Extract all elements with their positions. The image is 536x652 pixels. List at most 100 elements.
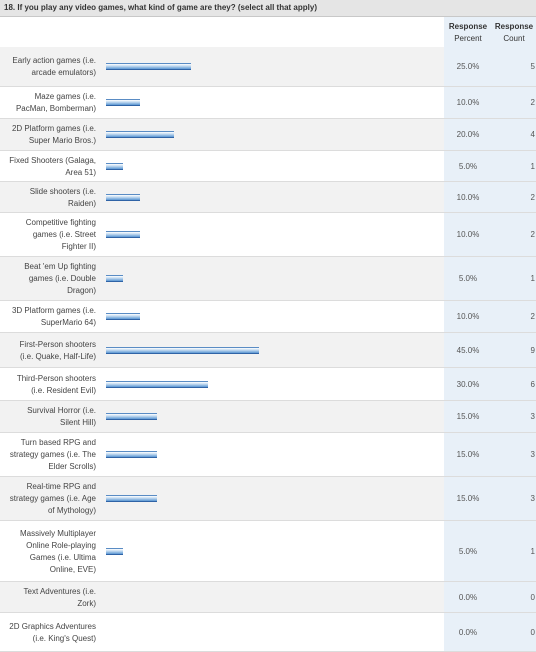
percent-value: 15.0% bbox=[456, 494, 480, 503]
percent-value: 30.0% bbox=[456, 380, 480, 389]
category-label: 2D Graphics Adventures (i.e. King's Quest… bbox=[4, 621, 96, 645]
percent-cell: 30.0% bbox=[444, 368, 492, 401]
count-value: 2 bbox=[530, 98, 535, 107]
count-value: 3 bbox=[530, 412, 535, 421]
row-divider bbox=[0, 367, 536, 368]
count-cell: 1 bbox=[492, 151, 536, 182]
count-cell: 2 bbox=[492, 301, 536, 333]
count-value: 1 bbox=[530, 162, 535, 171]
category-label-line: (i.e. Quake, Half-Life) bbox=[19, 352, 96, 361]
percent-value: 20.0% bbox=[456, 130, 480, 139]
bar bbox=[106, 275, 123, 282]
percent-value: 15.0% bbox=[456, 450, 480, 459]
percent-cell: 0.0% bbox=[444, 613, 492, 652]
count-cell: 1 bbox=[492, 521, 536, 582]
chart-row: Survival Horror (i.e. Silent Hill) 15.0% 3 bbox=[0, 401, 536, 433]
category-label-line: Beat 'em Up fighting bbox=[24, 262, 96, 271]
category-label: Survival Horror (i.e. Silent Hill) bbox=[4, 405, 96, 429]
count-cell: 3 bbox=[492, 477, 536, 521]
chart-row: 2D Platform games (i.e. Super Mario Bros.… bbox=[0, 119, 536, 151]
chart-row: Early action games (i.e. arcade emulators… bbox=[0, 47, 536, 87]
row-divider bbox=[0, 212, 536, 213]
category-label: Beat 'em Up fighting games (i.e. Double Dr… bbox=[4, 261, 96, 297]
count-cell: 0 bbox=[492, 613, 536, 652]
category-label-line: Super Mario Bros.) bbox=[28, 136, 96, 145]
category-label-line: Zork) bbox=[77, 599, 96, 608]
category-label-line: Massively Multiplayer bbox=[19, 529, 96, 538]
row-divider bbox=[0, 181, 536, 182]
count-value: 1 bbox=[530, 274, 535, 283]
count-cell: 2 bbox=[492, 182, 536, 213]
category-label-line: Survival Horror (i.e. bbox=[27, 406, 96, 415]
count-cell: 9 bbox=[492, 333, 536, 368]
category-label-line: Online Role-playing bbox=[26, 541, 96, 550]
count-value: 3 bbox=[530, 494, 535, 503]
percent-cell: 15.0% bbox=[444, 401, 492, 433]
percent-value: 5.0% bbox=[458, 274, 478, 283]
percent-value: 5.0% bbox=[458, 162, 478, 171]
category-label-line: 2D Graphics Adventures bbox=[9, 622, 96, 631]
category-label: 2D Platform games (i.e. Super Mario Bros.… bbox=[4, 123, 96, 147]
row-divider bbox=[0, 332, 536, 333]
percent-cell: 5.0% bbox=[444, 521, 492, 582]
percent-cell: 10.0% bbox=[444, 182, 492, 213]
bar bbox=[106, 451, 157, 458]
percent-cell: 15.0% bbox=[444, 477, 492, 521]
category-label: Text Adventures (i.e. Zork) bbox=[4, 586, 96, 610]
bar bbox=[106, 495, 157, 502]
percent-value: 10.0% bbox=[456, 193, 480, 202]
percent-value: 0.0% bbox=[458, 593, 478, 602]
row-divider bbox=[0, 256, 536, 257]
count-value: 4 bbox=[530, 130, 535, 139]
row-divider bbox=[0, 581, 536, 582]
category-label: Slide shooters (i.e. Raiden) bbox=[4, 186, 96, 210]
bar bbox=[106, 381, 208, 388]
category-label-line: 2D Platform games (i.e. bbox=[11, 124, 96, 133]
category-label: Real-time RPG and strategy games (i.e. Ag… bbox=[4, 481, 96, 517]
bar bbox=[106, 63, 191, 70]
chart-row: Fixed Shooters (Galaga, Area 51) 5.0% 1 bbox=[0, 151, 536, 182]
category-label-line: Raiden) bbox=[67, 199, 96, 208]
row-divider bbox=[0, 432, 536, 433]
percent-value: 45.0% bbox=[456, 346, 480, 355]
count-value: 0 bbox=[530, 628, 535, 637]
count-cell: 3 bbox=[492, 433, 536, 477]
chart-row: 2D Graphics Adventures (i.e. King's Quest… bbox=[0, 613, 536, 652]
percent-cell: 10.0% bbox=[444, 213, 492, 257]
chart-row: Real-time RPG and strategy games (i.e. Ag… bbox=[0, 477, 536, 521]
question-title: 18. If you play any video games, what ki… bbox=[0, 0, 536, 17]
count-header-line1: Response bbox=[494, 22, 534, 31]
category-label-line: Early action games (i.e. bbox=[12, 56, 96, 65]
count-value: 0 bbox=[530, 593, 535, 602]
count-cell: 5 bbox=[492, 47, 536, 87]
count-value: 3 bbox=[530, 450, 535, 459]
category-label: Early action games (i.e. arcade emulators… bbox=[4, 55, 96, 79]
row-divider bbox=[0, 520, 536, 521]
percent-value: 10.0% bbox=[456, 230, 480, 239]
percent-value: 5.0% bbox=[458, 547, 478, 556]
count-cell: 0 bbox=[492, 582, 536, 613]
percent-value: 15.0% bbox=[456, 412, 480, 421]
category-label-line: Turn based RPG and bbox=[20, 438, 96, 447]
bar bbox=[106, 163, 123, 170]
percent-cell: 0.0% bbox=[444, 582, 492, 613]
bar bbox=[106, 413, 157, 420]
category-label-line: strategy games (i.e. The bbox=[9, 450, 96, 459]
category-label-line: games (i.e. Street bbox=[32, 230, 96, 239]
category-label-line: strategy games (i.e. Age bbox=[9, 494, 96, 503]
response-percent-header: Response Percent bbox=[444, 17, 492, 47]
category-label-line: Text Adventures (i.e. bbox=[23, 587, 96, 596]
percent-cell: 5.0% bbox=[444, 257, 492, 301]
percent-cell: 45.0% bbox=[444, 333, 492, 368]
row-divider bbox=[0, 400, 536, 401]
category-label-line: Online, EVE) bbox=[49, 565, 96, 574]
row-divider bbox=[0, 300, 536, 301]
chart-row: First-Person shooters (i.e. Quake, Half-L… bbox=[0, 333, 536, 368]
count-value: 5 bbox=[530, 62, 535, 71]
percent-value: 0.0% bbox=[458, 628, 478, 637]
bar bbox=[106, 347, 259, 354]
count-value: 2 bbox=[530, 193, 535, 202]
category-label-line: Games (i.e. Ultima bbox=[29, 553, 96, 562]
category-label-line: Competitive fighting bbox=[25, 218, 96, 227]
